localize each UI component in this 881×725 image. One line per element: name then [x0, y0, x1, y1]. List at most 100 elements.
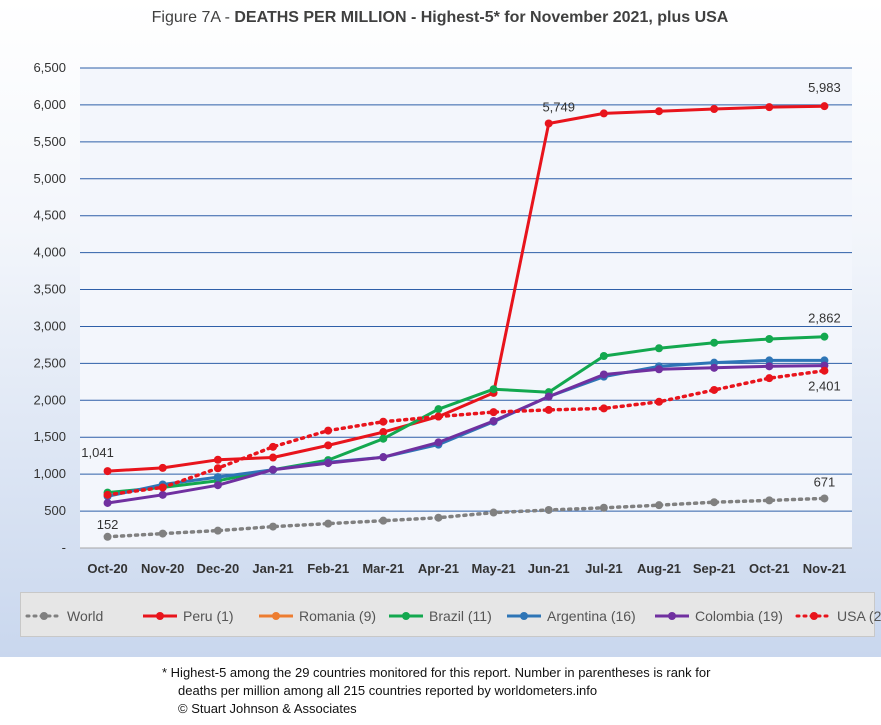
point-usa — [599, 404, 608, 413]
x-tick-label: Feb-21 — [307, 561, 349, 576]
point-colombia — [544, 392, 553, 401]
point-colombia — [655, 365, 663, 374]
point-peru — [213, 455, 222, 464]
data-label: 2,862 — [808, 311, 841, 326]
point-usa — [765, 374, 774, 383]
x-tick-label: Nov-21 — [803, 561, 846, 576]
point-colombia — [434, 438, 443, 447]
y-tick-label: 1,500 — [33, 429, 66, 444]
footnote-line-1: * Highest-5 among the 29 countries monit… — [162, 665, 711, 680]
series-line-peru — [107, 104, 825, 473]
legend-label: Romania (9) — [299, 607, 377, 624]
x-tick-label: Jun-21 — [528, 561, 570, 576]
y-tick-label: 500 — [44, 503, 66, 518]
x-tick-label: Sep-21 — [693, 561, 736, 576]
point-world — [489, 508, 498, 517]
y-tick-label: 6,500 — [33, 60, 66, 75]
y-tick-label: - — [62, 540, 66, 555]
point-world — [434, 513, 443, 522]
point-usa — [710, 385, 719, 394]
point-usa — [158, 483, 167, 492]
point-usa — [324, 426, 333, 435]
series-line-usa — [105, 368, 827, 497]
y-tick-label: 1,000 — [33, 466, 66, 481]
point-world — [379, 516, 388, 525]
point-argentina — [765, 356, 774, 365]
point-brazil — [765, 335, 774, 344]
point-world — [655, 501, 663, 510]
point-colombia — [103, 498, 112, 507]
point-peru — [379, 428, 388, 437]
point-usa — [544, 405, 553, 414]
point-colombia — [710, 363, 719, 372]
point-peru — [820, 102, 829, 111]
data-label: 671 — [814, 474, 836, 489]
y-tick-label: 4,500 — [33, 208, 66, 223]
point-usa — [269, 442, 277, 451]
point-usa — [655, 397, 663, 406]
line-chart: Figure 7A - DEATHS PER MILLION - Highest… — [33, 9, 852, 576]
legend-item-brazil: Brazil (11) — [387, 593, 492, 638]
point-brazil — [379, 434, 388, 443]
series-line-world — [105, 496, 827, 539]
point-colombia — [765, 362, 774, 371]
point-usa — [820, 366, 829, 375]
legend-item-peru: Peru (1) — [141, 593, 234, 638]
y-tick-label: 4,000 — [33, 245, 66, 260]
legend-swatch-colombia — [655, 611, 689, 620]
footnote-line-2: deaths per million among all 215 countri… — [178, 683, 598, 698]
point-peru — [103, 467, 112, 476]
legend-item-world: World — [25, 593, 103, 638]
point-brazil — [599, 352, 608, 360]
point-peru — [599, 109, 608, 118]
x-tick-label: Oct-21 — [749, 561, 789, 576]
legend-label: World — [67, 607, 104, 624]
legend-label: Peru (1) — [183, 607, 234, 624]
data-label: 5,983 — [808, 80, 841, 95]
point-usa — [379, 417, 388, 426]
chart-title: Figure 7A - DEATHS PER MILLION - Highest… — [152, 9, 729, 26]
point-world — [103, 532, 112, 541]
point-usa — [489, 408, 498, 417]
point-world — [820, 494, 829, 503]
point-brazil — [710, 338, 719, 347]
plot-area — [80, 68, 852, 548]
y-tick-label: 2,500 — [33, 355, 66, 370]
x-tick-label: May-21 — [472, 561, 516, 576]
x-tick-label: Jul-21 — [585, 561, 623, 576]
legend-swatch-usa — [795, 611, 833, 620]
point-peru — [710, 104, 719, 113]
legend-swatch-peru — [143, 611, 177, 620]
point-colombia — [599, 370, 608, 379]
data-label: 1,041 — [81, 445, 114, 460]
x-tick-label: Jan-21 — [252, 561, 293, 576]
x-tick-label: Apr-21 — [418, 561, 459, 576]
point-usa — [213, 464, 222, 473]
legend-swatch-argentina — [507, 611, 541, 620]
point-world — [269, 522, 277, 531]
point-world — [599, 503, 608, 512]
series-line-colombia — [107, 364, 825, 505]
legend-label: Argentina (16) — [547, 607, 636, 624]
chart-title-main: DEATHS PER MILLION - Highest-5* for Nove… — [234, 9, 728, 26]
legend-label: Brazil (11) — [429, 607, 492, 624]
legend-label: Colombia (19) — [695, 607, 783, 624]
point-peru — [324, 441, 333, 450]
x-tick-label: Dec-20 — [197, 561, 240, 576]
point-peru — [158, 463, 167, 472]
legend-swatch-brazil — [389, 611, 423, 620]
point-colombia — [158, 490, 167, 499]
y-tick-label: 5,000 — [33, 171, 66, 186]
data-label: 2,401 — [808, 379, 841, 394]
point-colombia — [213, 481, 222, 490]
point-world — [324, 519, 333, 528]
chart-legend: World Peru (1) Romania (9) Brazil (11) Argen… — [20, 592, 881, 638]
legend-swatch-world — [25, 611, 63, 620]
point-colombia — [379, 453, 388, 462]
point-colombia — [269, 465, 277, 474]
point-peru — [544, 119, 553, 128]
point-peru — [655, 107, 663, 116]
series-line-brazil — [107, 335, 825, 495]
legend-swatch-romania — [259, 611, 293, 620]
point-world — [158, 529, 167, 538]
